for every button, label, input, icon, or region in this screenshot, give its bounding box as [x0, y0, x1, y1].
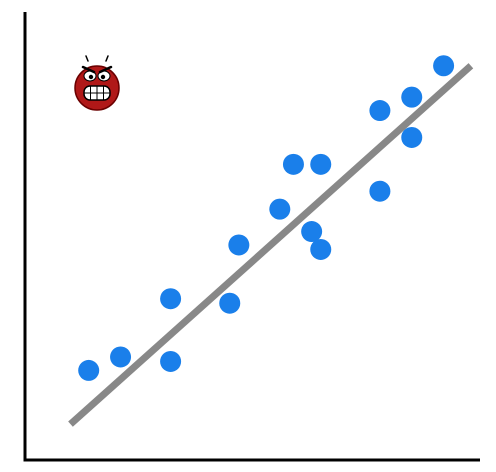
points-group	[78, 55, 455, 381]
data-point-2	[110, 346, 132, 368]
data-point-14	[401, 126, 423, 148]
data-point-15	[401, 86, 423, 108]
data-point-4	[160, 288, 182, 310]
data-point-1	[78, 359, 100, 381]
data-point-6	[228, 234, 250, 256]
data-point-3	[160, 350, 182, 372]
data-point-11	[310, 153, 332, 175]
data-point-7	[269, 198, 291, 220]
axes	[23, 12, 480, 462]
data-point-8	[282, 153, 304, 175]
trendline	[68, 63, 474, 427]
trendline-group	[68, 63, 474, 427]
angry-face-icon	[74, 55, 120, 111]
data-point-9	[301, 221, 323, 243]
data-point-12	[369, 180, 391, 202]
data-point-10	[310, 238, 332, 260]
data-point-13	[369, 100, 391, 122]
data-point-16	[433, 55, 455, 77]
data-point-5	[219, 292, 241, 314]
